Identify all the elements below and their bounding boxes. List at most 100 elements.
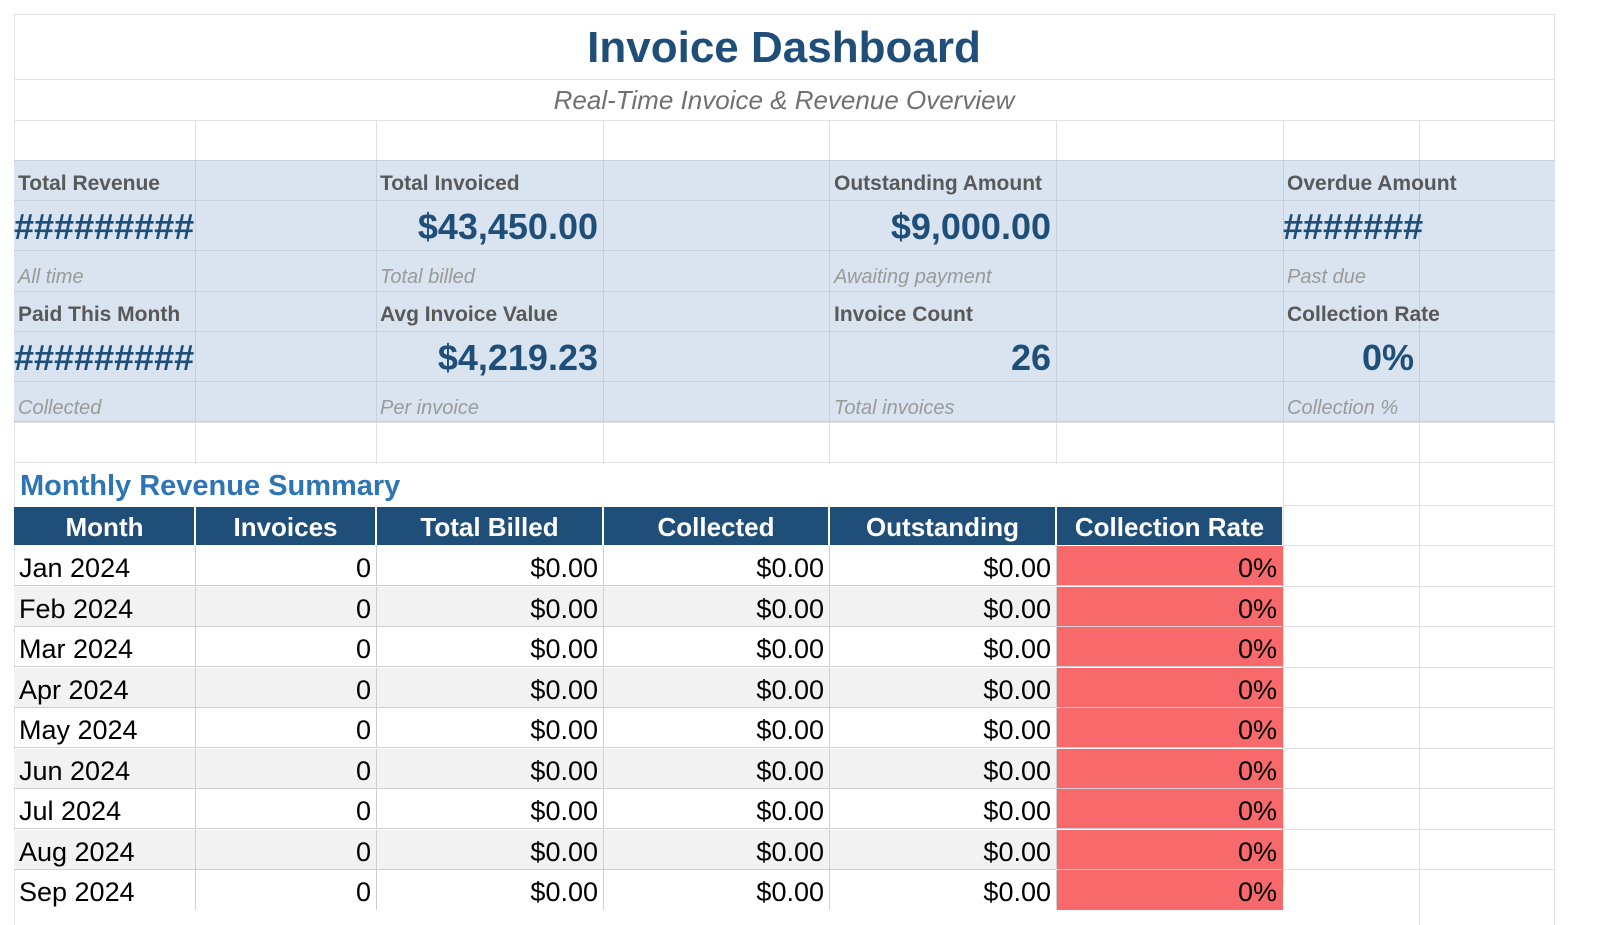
- cell-month[interactable]: Jul 2024: [19, 789, 194, 829]
- header-divider: [1055, 507, 1057, 545]
- column-header-collection-rate[interactable]: Collection Rate: [1056, 507, 1283, 545]
- grid-line: [1283, 505, 1555, 506]
- cell-month[interactable]: Feb 2024: [19, 587, 194, 627]
- kpi-outstanding-label: Outstanding Amount: [834, 164, 1042, 204]
- cell-collection-rate[interactable]: 0%: [1056, 668, 1283, 708]
- cell-month[interactable]: May 2024: [19, 708, 194, 748]
- kpi-total-invoiced-note: Total billed: [380, 257, 475, 297]
- row-divider: [14, 666, 1282, 667]
- kpi-invoice-count-value[interactable]: 26: [829, 333, 1051, 383]
- cell-total-billed[interactable]: $0.00: [376, 708, 598, 748]
- cell-divider: [376, 587, 377, 627]
- cell-invoices[interactable]: 0: [195, 587, 371, 627]
- cell-invoices[interactable]: 0: [195, 749, 371, 789]
- cell-outstanding[interactable]: $0.00: [829, 546, 1051, 586]
- cell-total-billed[interactable]: $0.00: [376, 789, 598, 829]
- cell-collected[interactable]: $0.00: [603, 830, 824, 870]
- row-divider: [14, 585, 1282, 586]
- kpi-total-invoiced-label: Total Invoiced: [380, 164, 520, 204]
- grid-line: [14, 120, 1555, 121]
- cell-outstanding[interactable]: $0.00: [829, 627, 1051, 667]
- kpi-total-revenue-value[interactable]: #########: [14, 202, 190, 252]
- cell-invoices[interactable]: 0: [195, 627, 371, 667]
- cell-outstanding[interactable]: $0.00: [829, 830, 1051, 870]
- cell-total-billed[interactable]: $0.00: [376, 668, 598, 708]
- grid-line: [195, 422, 196, 464]
- kpi-collection-rate-value[interactable]: 0%: [1283, 333, 1414, 383]
- kpi-overdue-value[interactable]: #######: [1283, 202, 1414, 252]
- cell-divider: [376, 749, 377, 789]
- grid-line: [376, 120, 377, 162]
- kpi-paid-this-month-value[interactable]: #########: [14, 333, 190, 383]
- cell-month[interactable]: Apr 2024: [19, 668, 194, 708]
- cell-divider: [195, 789, 196, 829]
- cell-divider: [829, 668, 830, 708]
- cell-divider: [829, 749, 830, 789]
- cell-collected[interactable]: $0.00: [603, 546, 824, 586]
- grid-line: [195, 120, 196, 162]
- cell-collected[interactable]: $0.00: [603, 749, 824, 789]
- table-row: Sep 2024 0 $0.00 $0.00 $0.00 0%: [14, 870, 1282, 910]
- cell-invoices[interactable]: 0: [195, 830, 371, 870]
- cell-invoices[interactable]: 0: [195, 668, 371, 708]
- cell-collected[interactable]: $0.00: [603, 587, 824, 627]
- kpi-invoice-count-label: Invoice Count: [834, 295, 973, 335]
- header-divider: [602, 507, 604, 545]
- cell-outstanding[interactable]: $0.00: [829, 870, 1051, 910]
- cell-collected[interactable]: $0.00: [603, 668, 824, 708]
- kpi-divider: [195, 160, 196, 422]
- cell-total-billed[interactable]: $0.00: [376, 870, 598, 910]
- cell-outstanding[interactable]: $0.00: [829, 587, 1051, 627]
- cell-divider: [1056, 587, 1057, 627]
- cell-outstanding[interactable]: $0.00: [829, 668, 1051, 708]
- cell-collection-rate[interactable]: 0%: [1056, 546, 1283, 586]
- column-header-outstanding[interactable]: Outstanding: [829, 507, 1056, 545]
- cell-divider: [603, 546, 604, 586]
- cell-collected[interactable]: $0.00: [603, 870, 824, 910]
- cell-total-billed[interactable]: $0.00: [376, 546, 598, 586]
- grid-line: [603, 422, 604, 464]
- cell-outstanding[interactable]: $0.00: [829, 789, 1051, 829]
- cell-total-billed[interactable]: $0.00: [376, 627, 598, 667]
- cell-collection-rate[interactable]: 0%: [1056, 830, 1283, 870]
- cell-month[interactable]: Mar 2024: [19, 627, 194, 667]
- cell-month[interactable]: Jun 2024: [19, 749, 194, 789]
- kpi-avg-invoice-value[interactable]: $4,219.23: [376, 333, 598, 383]
- cell-divider: [195, 830, 196, 870]
- cell-divider: [195, 668, 196, 708]
- cell-month[interactable]: Aug 2024: [19, 830, 194, 870]
- grid-line: [829, 422, 830, 464]
- cell-divider: [1056, 749, 1057, 789]
- cell-month[interactable]: Jan 2024: [19, 546, 194, 586]
- cell-collection-rate[interactable]: 0%: [1056, 587, 1283, 627]
- cell-collected[interactable]: $0.00: [603, 708, 824, 748]
- cell-divider: [829, 546, 830, 586]
- cell-total-billed[interactable]: $0.00: [376, 587, 598, 627]
- column-header-invoices[interactable]: Invoices: [195, 507, 376, 545]
- cell-collection-rate[interactable]: 0%: [1056, 708, 1283, 748]
- cell-divider: [603, 627, 604, 667]
- cell-collected[interactable]: $0.00: [603, 627, 824, 667]
- cell-invoices[interactable]: 0: [195, 870, 371, 910]
- column-header-total-billed[interactable]: Total Billed: [376, 507, 603, 545]
- cell-collection-rate[interactable]: 0%: [1056, 789, 1283, 829]
- cell-invoices[interactable]: 0: [195, 708, 371, 748]
- cell-divider: [376, 870, 377, 910]
- cell-month[interactable]: Sep 2024: [19, 870, 194, 910]
- column-header-collected[interactable]: Collected: [603, 507, 829, 545]
- cell-collection-rate[interactable]: 0%: [1056, 870, 1283, 910]
- cell-outstanding[interactable]: $0.00: [829, 749, 1051, 789]
- cell-outstanding[interactable]: $0.00: [829, 708, 1051, 748]
- cell-collection-rate[interactable]: 0%: [1056, 749, 1283, 789]
- cell-collection-rate[interactable]: 0%: [1056, 627, 1283, 667]
- kpi-divider: [14, 160, 1555, 161]
- cell-invoices[interactable]: 0: [195, 789, 371, 829]
- cell-invoices[interactable]: 0: [195, 546, 371, 586]
- column-header-month[interactable]: Month: [14, 507, 195, 545]
- cell-collected[interactable]: $0.00: [603, 789, 824, 829]
- kpi-outstanding-value[interactable]: $9,000.00: [829, 202, 1051, 252]
- kpi-total-invoiced-value[interactable]: $43,450.00: [376, 202, 598, 252]
- cell-total-billed[interactable]: $0.00: [376, 830, 598, 870]
- cell-total-billed[interactable]: $0.00: [376, 749, 598, 789]
- table-row: Jul 2024 0 $0.00 $0.00 $0.00 0%: [14, 789, 1282, 829]
